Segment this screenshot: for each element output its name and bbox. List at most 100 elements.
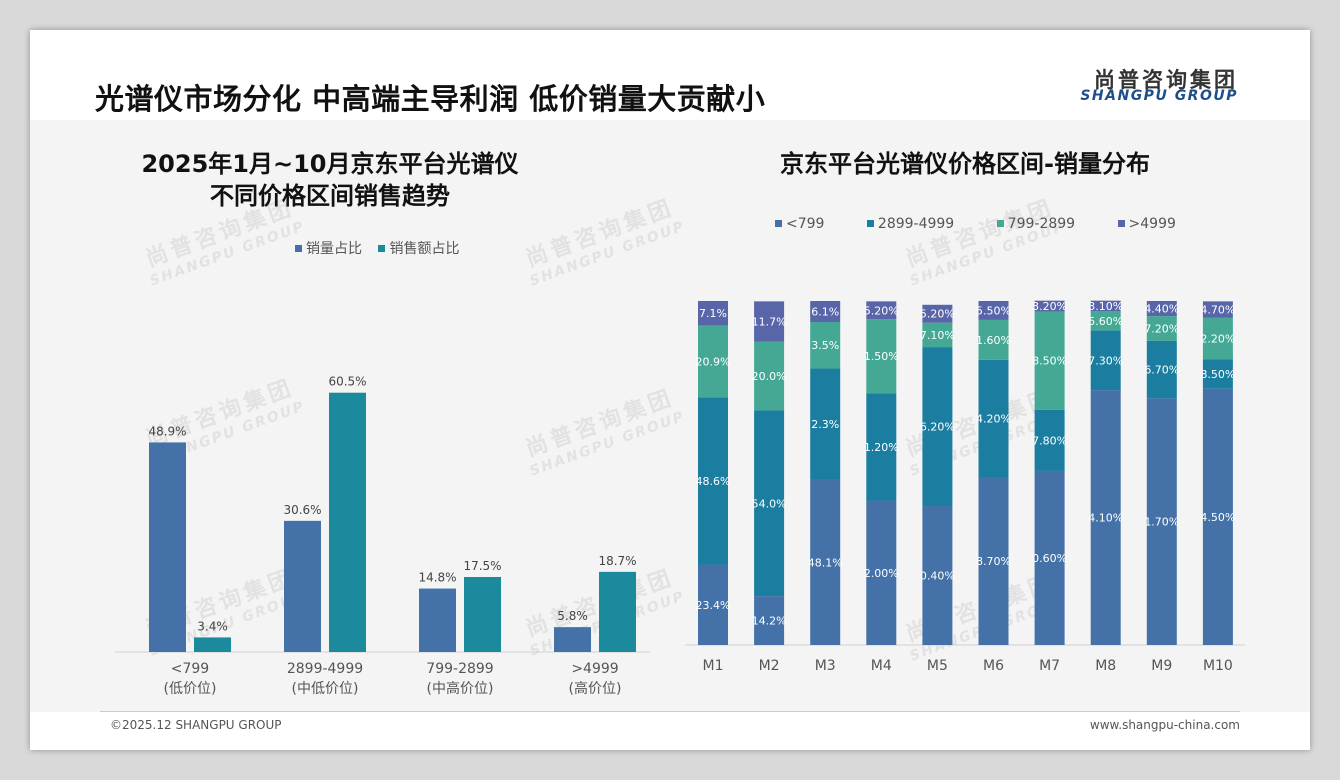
right-x-tick-label: M10 [1203, 658, 1233, 674]
right-stack-seg-2899-4999 [698, 397, 728, 565]
right-seg-label: 0.40% [920, 570, 955, 583]
left-bar-label: 48.9% [148, 424, 186, 438]
right-seg-label: 7.30% [1088, 354, 1123, 367]
right-seg-label: 4.10% [1088, 512, 1123, 525]
right-stack-seg-799-2899 [698, 325, 728, 398]
right-x-tick-label: M8 [1095, 658, 1116, 674]
right-seg-label: 1.60% [976, 334, 1011, 347]
left-bar-revenue [329, 392, 366, 652]
right-stack-seg->4999 [698, 301, 728, 326]
right-seg-label: 2.3% [811, 418, 839, 431]
right-seg-label: 6.20% [920, 421, 955, 434]
right-seg-label: 4.40% [1144, 303, 1179, 316]
left-bar-volume [149, 442, 186, 652]
left-x-tick-sublabel: (低价位) [164, 681, 217, 697]
legend-item-revenue: 销售额占比 [378, 238, 459, 258]
right-stack-seg-799-2899 [754, 341, 785, 411]
right-x-tick-label: M3 [815, 658, 836, 674]
right-stack-seg-2899-4999 [1034, 409, 1065, 471]
right-seg-label: 4.50% [1200, 511, 1235, 524]
left-x-tick-label: >4999 [571, 661, 618, 677]
right-seg-label: 4.20% [976, 413, 1011, 426]
right-stack-seg-799-2899 [1034, 311, 1065, 410]
right-seg-label: 3.5% [811, 339, 839, 352]
page-title: 光谱仪市场分化 中高端主导利润 低价销量大贡献小 [95, 82, 766, 116]
brand-logo-cn: 尚普咨询集团 [1094, 68, 1238, 92]
right-seg-label: 8.50% [1032, 355, 1067, 368]
right-seg-label: 20.9% [696, 355, 731, 368]
right-x-tick-label: M1 [703, 658, 724, 674]
left-chart-title: 2025年1月~10月京东平台光谱仪 不同价格区间销售趋势 [120, 148, 540, 212]
brand-logo-en: SHANGPU GROUP [1080, 88, 1238, 104]
right-seg-label: 5.50% [976, 304, 1011, 317]
left-bar-label: 3.4% [197, 619, 228, 633]
right-x-tick-label: M2 [759, 658, 780, 674]
right-stack-seg-<799 [978, 477, 1009, 645]
legend-item-gt4999: >4999 [1117, 216, 1176, 232]
right-stack-seg-799-2899 [978, 319, 1009, 360]
right-stack-seg-799-2899 [1146, 316, 1177, 341]
right-seg-label: 3.20% [1032, 300, 1067, 313]
right-x-tick-label: M4 [871, 658, 892, 674]
right-stack-seg-2899-4999 [754, 410, 785, 597]
right-x-tick-label: M6 [983, 658, 1004, 674]
right-stack-seg-2899-4999 [1146, 340, 1177, 399]
right-stack-seg->4999 [1202, 301, 1233, 318]
right-stack-seg-2899-4999 [978, 359, 1009, 478]
left-x-tick-label: 2899-4999 [287, 661, 363, 677]
left-x-tick-label: <799 [171, 661, 209, 677]
right-stack-seg->4999 [1090, 300, 1121, 312]
left-chart-title-line2: 不同价格区间销售趋势 [210, 182, 450, 210]
right-stack-seg-<799 [922, 506, 953, 645]
right-seg-label: 54.0% [752, 497, 787, 510]
right-chart-title: 京东平台光谱仪价格区间-销量分布 [780, 150, 1150, 178]
left-x-tick-sublabel: (中高价位) [427, 680, 494, 697]
right-seg-label: 7.20% [1144, 323, 1179, 336]
right-stack-seg-2899-4999 [1202, 359, 1233, 389]
right-stack-seg-799-2899 [1090, 311, 1121, 331]
right-seg-label: 7.10% [920, 329, 955, 342]
right-seg-label: 14.2% [752, 615, 787, 628]
right-stack-seg->4999 [1034, 300, 1065, 312]
left-bar-revenue [464, 577, 501, 652]
right-stack-seg-<799 [1146, 398, 1177, 645]
right-stack-seg->4999 [1146, 301, 1177, 317]
legend-item-799-2899: 799-2899 [996, 216, 1075, 232]
right-seg-label: 1.50% [864, 350, 899, 363]
right-stack-seg->4999 [754, 301, 785, 342]
legend-item-volume: 销量占比 [295, 238, 362, 258]
right-seg-label: 7.1% [699, 307, 727, 320]
right-seg-label: 23.4% [696, 599, 731, 612]
right-seg-label: 6.1% [811, 305, 839, 318]
right-seg-label: 5.60% [1088, 315, 1123, 328]
right-chart-legend: <799 2899-4999 799-2899 >4999 [775, 216, 1188, 232]
footer-website: www.shangpu-china.com [1089, 718, 1240, 732]
right-seg-label: 20.0% [752, 370, 787, 383]
left-bar-revenue [194, 637, 231, 652]
left-x-tick-sublabel: (高价位) [569, 680, 622, 697]
left-bar-volume [284, 520, 321, 652]
right-seg-label: 3.10% [1088, 300, 1123, 313]
left-bar-volume [554, 627, 591, 652]
right-stack-seg-<799 [866, 500, 897, 645]
right-stack-seg-2899-4999 [810, 368, 841, 480]
right-seg-label: 48.1% [808, 556, 843, 569]
legend-item-lt799: <799 [775, 216, 824, 232]
footer-copyright: ©2025.12 SHANGPU GROUP [110, 718, 282, 732]
left-chart-legend: 销量占比 销售额占比 [295, 238, 471, 258]
right-seg-label: 5.20% [864, 304, 899, 317]
right-x-tick-label: M5 [927, 658, 948, 674]
right-seg-label: 0.60% [1032, 552, 1067, 565]
right-seg-label: 11.7% [752, 315, 787, 328]
left-bar-volume [419, 588, 456, 652]
left-bar-label: 17.5% [463, 559, 501, 573]
left-bar-label: 18.7% [598, 554, 636, 568]
right-seg-label: 1.20% [864, 441, 899, 454]
right-stack-seg-2899-4999 [1090, 330, 1121, 391]
right-stack-seg-<799 [1090, 390, 1121, 645]
right-seg-label: 48.6% [696, 475, 731, 488]
left-bar-label: 30.6% [283, 503, 321, 517]
left-bar-label: 5.8% [557, 609, 588, 623]
right-seg-label: 4.70% [1200, 303, 1235, 316]
left-x-tick-label: 799-2899 [426, 661, 493, 677]
